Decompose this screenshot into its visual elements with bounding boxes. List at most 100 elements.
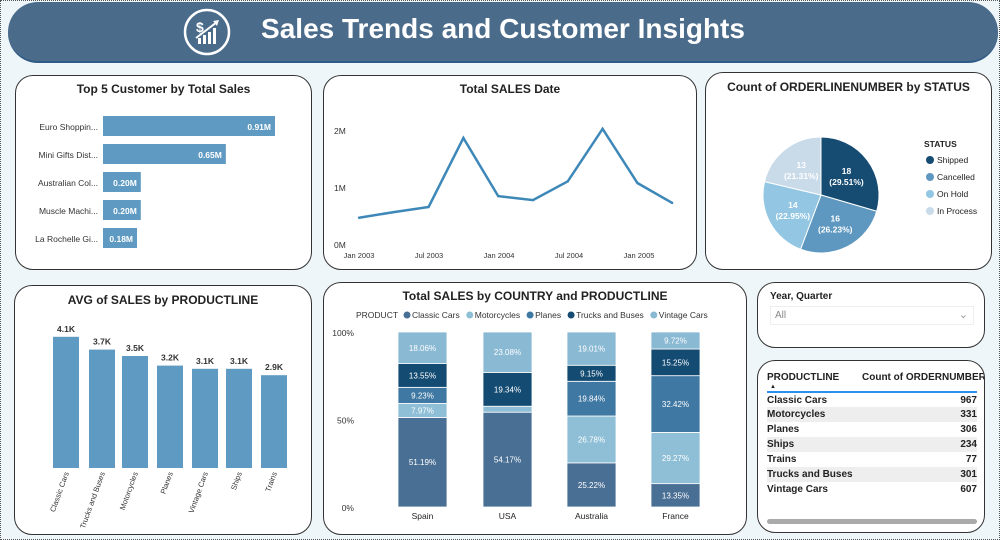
segment-label: 19.84%: [578, 395, 605, 404]
table-row[interactable]: Trucks and Buses 301: [767, 467, 977, 482]
stack-segment: [482, 411, 533, 508]
customer-label: Euro Shoppin...: [39, 122, 98, 132]
stack-segment: [566, 331, 617, 366]
data-point: [671, 201, 674, 205]
sales-date-chart: 0M 1M 2M Jan 2003 Jul 2003 Jan 2004 Jul 2004 Ja…: [334, 126, 674, 260]
stack-segment: [482, 405, 533, 413]
slice-count-label: 16: [831, 214, 841, 224]
table-row[interactable]: Planes 306: [767, 422, 977, 437]
header-banner: $ Sales Trends and Customer Insights: [8, 2, 998, 63]
y-tick-label: 0M: [334, 240, 346, 250]
legend-title: STATUS: [924, 139, 957, 149]
segment-label: 9.23%: [411, 391, 434, 400]
segment-label: 9.72%: [664, 336, 687, 345]
legend-label: Trucks and Buses: [576, 310, 644, 320]
customer-bar: [103, 200, 141, 220]
bar-value-label: 4.1K: [57, 324, 76, 334]
bar-value-label: 3.1K: [230, 356, 249, 366]
table-row[interactable]: Trains 77: [767, 452, 977, 467]
segment-label: 54.17%: [494, 456, 521, 465]
table-row[interactable]: Motorcycles 331: [767, 407, 977, 422]
chevron-down-icon: ⌄: [958, 309, 968, 321]
legend-marker: [650, 311, 658, 319]
country-label: France: [662, 511, 689, 521]
x-tick-label: Jul 2004: [555, 251, 583, 260]
cell-count: 967: [960, 394, 977, 406]
segment-label: 13.35%: [662, 491, 689, 500]
customer-bar: [103, 144, 226, 164]
customer-value-label: 0.20M: [113, 206, 137, 216]
segment-label: 19.34%: [494, 385, 521, 394]
productline-bar: [122, 356, 148, 468]
stack-segment: [566, 415, 617, 464]
segment-label: 25.22%: [578, 481, 605, 490]
top-customers-chart: Euro Shoppin... 0.91M Mini Gifts Dist... 0.…: [35, 116, 275, 248]
segment-label: 15.25%: [662, 358, 689, 367]
category-label: Classic Cars: [48, 470, 71, 513]
data-point: [462, 136, 465, 140]
data-point: [427, 205, 430, 209]
horizontal-scrollbar[interactable]: [767, 519, 977, 524]
legend-label: Classic Cars: [412, 310, 460, 320]
dropdown-value: All: [775, 310, 787, 321]
stack-segment: [650, 348, 701, 377]
pie-slice-on-hold: [762, 181, 822, 250]
pie-slice-shipped: [820, 136, 880, 212]
legend-title: PRODUCT: [356, 310, 398, 320]
data-point: [497, 194, 500, 198]
country-product-chart: 0% 50% 100%PRODUCT Classic Cars Motorcycles P…: [332, 310, 708, 521]
country-label: Spain: [412, 511, 434, 521]
avg-sales-title: AVG of SALES by PRODUCTLINE: [67, 293, 259, 307]
year-quarter-dropdown[interactable]: All ⌄: [770, 306, 974, 325]
customer-bar: [103, 228, 138, 248]
customer-label: La Rochelle Gi...: [35, 234, 98, 244]
data-point: [566, 180, 569, 183]
y-tick-label: 2M: [334, 126, 346, 136]
country-product-panel: Total SALES by COUNTRY and PRODUCTLINE 0…: [323, 282, 747, 535]
segment-label: 13.55%: [409, 371, 436, 380]
customer-value-label: 0.18M: [109, 234, 133, 244]
segment-label: 32.42%: [662, 400, 689, 409]
legend-label: Shipped: [937, 155, 968, 165]
legend-marker: [926, 207, 934, 215]
sort-ascending-icon[interactable]: ▲: [770, 384, 776, 390]
stack-segment: [566, 380, 617, 417]
data-point: [392, 210, 395, 214]
customer-bar: [103, 172, 141, 192]
legend-marker: [567, 311, 575, 319]
cell-count: 331: [862, 407, 977, 422]
slicer-label: Year, Quarter: [770, 291, 833, 302]
customer-bar: [103, 116, 275, 136]
legend-label: Cancelled: [937, 172, 975, 182]
y-tick-label: 50%: [337, 416, 354, 426]
cell-count: 77: [965, 454, 977, 465]
slice-pct-label: (21.31%): [784, 171, 819, 181]
customer-label: Muscle Machi...: [39, 206, 98, 216]
legend-marker: [926, 190, 934, 198]
legend-marker: [403, 311, 411, 319]
customer-label: Australian Col...: [38, 178, 98, 188]
data-point: [601, 127, 604, 131]
segment-label: 29.27%: [662, 454, 689, 463]
data-point: [636, 181, 639, 185]
category-label: Vintage Cars: [187, 470, 210, 514]
productline-bar: [192, 368, 218, 468]
avg-sales-panel: AVG of SALES by PRODUCTLINE 4.1K Classic …: [14, 285, 312, 535]
customer-label: Mini Gifts Dist...: [38, 150, 98, 160]
column-header-count[interactable]: Count of ORDERNUMBER: [862, 369, 984, 393]
bar-value-label: 2.9K: [265, 362, 284, 372]
table-row[interactable]: Ships 234: [767, 437, 977, 452]
stack-segment: [482, 331, 533, 373]
segment-label: 9.15%: [580, 369, 603, 378]
slice-pct-label: (22.95%): [776, 211, 811, 221]
avg-sales-chart: 4.1K Classic Cars 3.7K Trucks and Buses 3.5K…: [48, 324, 287, 530]
table-row[interactable]: Classic Cars 967: [767, 392, 977, 407]
slice-pct-label: (29.51%): [829, 177, 864, 187]
slice-count-label: 14: [788, 200, 798, 210]
bar-value-label: 3.5K: [126, 343, 145, 353]
x-tick-label: Jan 2003: [344, 251, 375, 260]
legend-marker: [526, 311, 534, 319]
column-header-productline[interactable]: PRODUCTLINE ▲: [767, 369, 862, 393]
data-point: [357, 216, 361, 219]
table-row[interactable]: Vintage Cars 607: [767, 482, 977, 497]
